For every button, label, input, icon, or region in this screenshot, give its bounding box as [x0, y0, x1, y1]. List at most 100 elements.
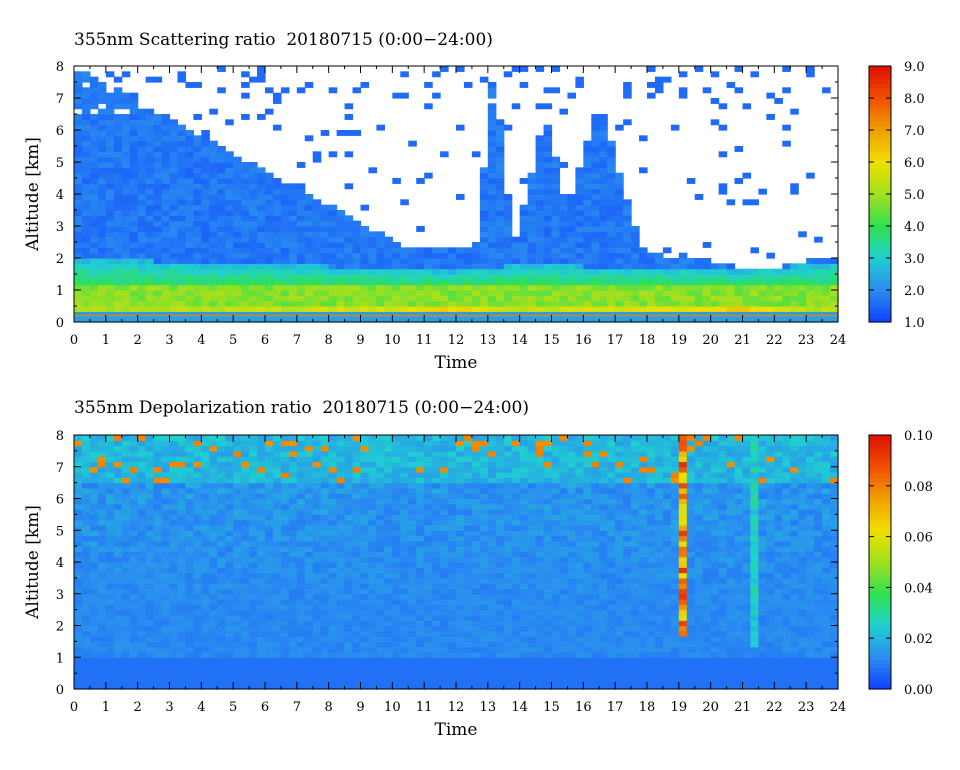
heatmap-cell — [368, 567, 378, 574]
heatmap-cell — [543, 135, 553, 142]
colorbar-swatch — [869, 176, 891, 182]
heatmap-cell — [137, 130, 147, 136]
heatmap-cell — [352, 252, 362, 259]
heatmap-cell — [726, 274, 736, 280]
heatmap-cell — [376, 657, 385, 664]
heatmap-cell — [312, 242, 322, 248]
heatmap-cell — [519, 226, 529, 232]
heatmap-cell — [145, 646, 155, 653]
heatmap-cell — [647, 268, 656, 275]
heatmap-cell — [296, 572, 306, 579]
heatmap-cell — [193, 215, 202, 222]
heatmap-cell — [416, 530, 425, 537]
heatmap-cell — [304, 678, 314, 685]
heatmap-cell — [503, 231, 513, 238]
heatmap-cell — [137, 498, 147, 505]
heatmap-cell — [718, 306, 728, 312]
heatmap-cell — [280, 678, 290, 685]
heatmap-cell — [368, 514, 378, 521]
heatmap-cell — [440, 247, 449, 254]
heatmap-cell — [257, 226, 266, 232]
heatmap-cell — [241, 279, 250, 286]
heatmap-cell — [161, 477, 171, 484]
heatmap-cell — [567, 316, 576, 323]
heatmap-cell — [161, 593, 171, 600]
heatmap-cell — [272, 456, 282, 463]
heatmap-cell — [129, 556, 139, 563]
heatmap-cell — [137, 572, 147, 579]
heatmap-cell — [137, 503, 147, 510]
heatmap-cell — [113, 76, 123, 83]
heatmap-cell — [113, 546, 123, 553]
heatmap-cell — [105, 498, 115, 505]
heatmap-cell — [105, 461, 115, 468]
heatmap-cell — [336, 577, 346, 584]
heatmap-cell — [495, 215, 505, 222]
heatmap-cell — [392, 551, 401, 558]
heatmap-cell — [408, 614, 417, 621]
heatmap-cell — [304, 226, 314, 232]
heatmap-cell — [225, 662, 234, 669]
heatmap-cell — [201, 210, 210, 216]
heatmap-cell — [89, 456, 99, 463]
heatmap-cell — [368, 604, 378, 611]
heatmap-cell — [304, 284, 314, 291]
heatmap-cell — [201, 493, 210, 500]
heatmap-cell — [479, 188, 489, 195]
heatmap-cell — [487, 135, 497, 142]
heatmap-cell — [105, 284, 115, 291]
heatmap-cell — [726, 82, 736, 88]
heatmap-cell — [742, 172, 752, 179]
heatmap-cell — [336, 300, 346, 307]
heatmap-cell — [241, 657, 250, 664]
heatmap-cell — [97, 300, 107, 307]
heatmap-cell — [583, 242, 592, 248]
heatmap-cell — [694, 258, 704, 264]
heatmap-cell — [551, 306, 561, 312]
heatmap-cell — [471, 247, 481, 254]
heatmap-cell — [623, 87, 632, 94]
heatmap-cell — [328, 524, 338, 531]
heatmap-cell — [105, 92, 115, 99]
heatmap-cell — [344, 482, 354, 489]
heatmap-cell — [113, 98, 123, 104]
heatmap-cell — [193, 231, 202, 238]
heatmap-cell — [495, 300, 505, 307]
heatmap-cell — [631, 295, 640, 302]
heatmap-cell — [790, 290, 799, 296]
heatmap-cell — [81, 487, 91, 494]
heatmap-cell — [249, 487, 258, 494]
heatmap-cell — [750, 71, 760, 78]
heatmap-cell — [344, 503, 354, 510]
heatmap-cell — [272, 487, 282, 494]
heatmap-cell — [249, 583, 258, 590]
heatmap-cell — [105, 678, 115, 685]
heatmap-cell — [352, 604, 362, 611]
heatmap-cell — [209, 236, 218, 243]
heatmap-cell — [89, 461, 99, 468]
heatmap-cell — [543, 194, 553, 200]
heatmap-cell — [193, 609, 202, 616]
heatmap-cell — [153, 657, 163, 664]
heatmap-cell — [296, 311, 306, 318]
heatmap-cell — [440, 435, 449, 441]
heatmap-cell — [392, 620, 401, 627]
heatmap-cell — [296, 487, 306, 494]
heatmap-cell — [81, 477, 91, 484]
heatmap-cell — [161, 620, 171, 627]
heatmap-cell — [400, 316, 409, 323]
heatmap-cell — [201, 311, 210, 318]
heatmap-cell — [400, 614, 409, 621]
heatmap-cell — [201, 151, 210, 158]
heatmap-cell — [599, 316, 608, 323]
heatmap-cell — [121, 509, 131, 515]
heatmap-cell — [272, 316, 282, 323]
heatmap-cell — [591, 178, 600, 184]
heatmap-cell — [551, 167, 561, 174]
heatmap-cell — [97, 210, 107, 216]
heatmap-cell — [543, 290, 553, 296]
heatmap-cell — [551, 156, 561, 163]
heatmap-cell — [320, 514, 330, 521]
heatmap-cell — [432, 71, 441, 78]
heatmap-cell — [233, 435, 242, 441]
